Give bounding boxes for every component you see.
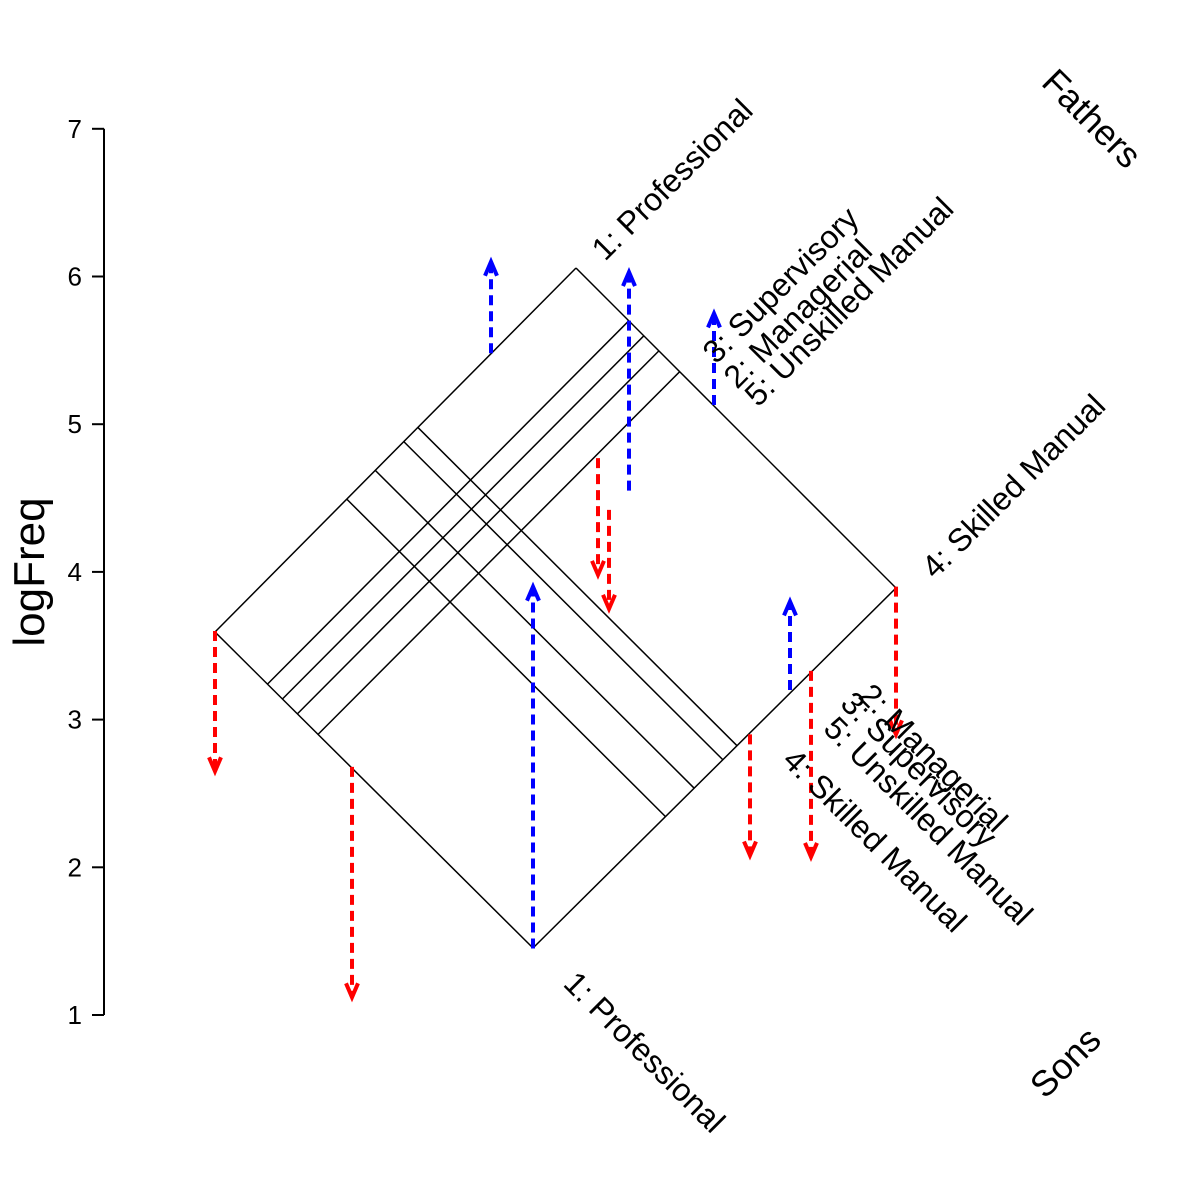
interaction-effect-arrow-head <box>601 594 617 614</box>
diamond-edge <box>532 587 897 949</box>
y-axis-label: logFreq <box>5 497 54 646</box>
y-axis: 1 2 3 4 5 6 7 <box>68 114 105 1030</box>
grid-lines <box>214 267 897 949</box>
rows-factor-label: Fathers <box>1034 61 1149 176</box>
y-tick-label: 5 <box>68 409 82 439</box>
son-divider-line <box>403 441 724 761</box>
son-effect-arrow-head <box>888 719 904 740</box>
effect-arrows <box>207 256 904 1003</box>
son-effect-arrow-head <box>483 256 499 277</box>
y-tick-label: 1 <box>68 1000 82 1030</box>
son-effect-arrow-head <box>621 266 637 287</box>
father-effect-arrow-head <box>525 581 541 602</box>
son-divider-line <box>346 498 667 818</box>
y-tick-label: 6 <box>68 262 82 292</box>
father-effect-arrow-head <box>344 982 360 1003</box>
son-effect-arrow-head <box>782 596 798 617</box>
y-tick-label: 2 <box>68 852 82 882</box>
diamond-edge <box>214 267 577 633</box>
son-divider-line <box>417 426 738 747</box>
father-divider-line <box>266 320 630 685</box>
father-effect-arrow-head <box>207 756 223 777</box>
son-level-label: 1: Professional <box>584 92 759 267</box>
father-divider-line <box>317 371 681 735</box>
son-level-label: 4: Skilled Manual <box>914 387 1112 585</box>
father-effect-arrow-head <box>742 840 758 861</box>
father-effect-arrow-head <box>803 842 819 863</box>
y-tick-label: 3 <box>68 705 82 735</box>
y-tick-label: 4 <box>68 557 82 587</box>
son-effect-arrow-head <box>706 308 722 329</box>
father-level-label: 1: Professional <box>557 964 732 1139</box>
cols-factor-label: Sons <box>1022 1019 1109 1106</box>
interaction-effect-arrow-head <box>590 560 606 580</box>
son-divider-line <box>374 469 695 789</box>
y-tick-label: 7 <box>68 114 82 144</box>
father-divider-line <box>296 350 660 715</box>
father-divider-line <box>281 335 645 700</box>
diamond-edge <box>214 631 534 949</box>
